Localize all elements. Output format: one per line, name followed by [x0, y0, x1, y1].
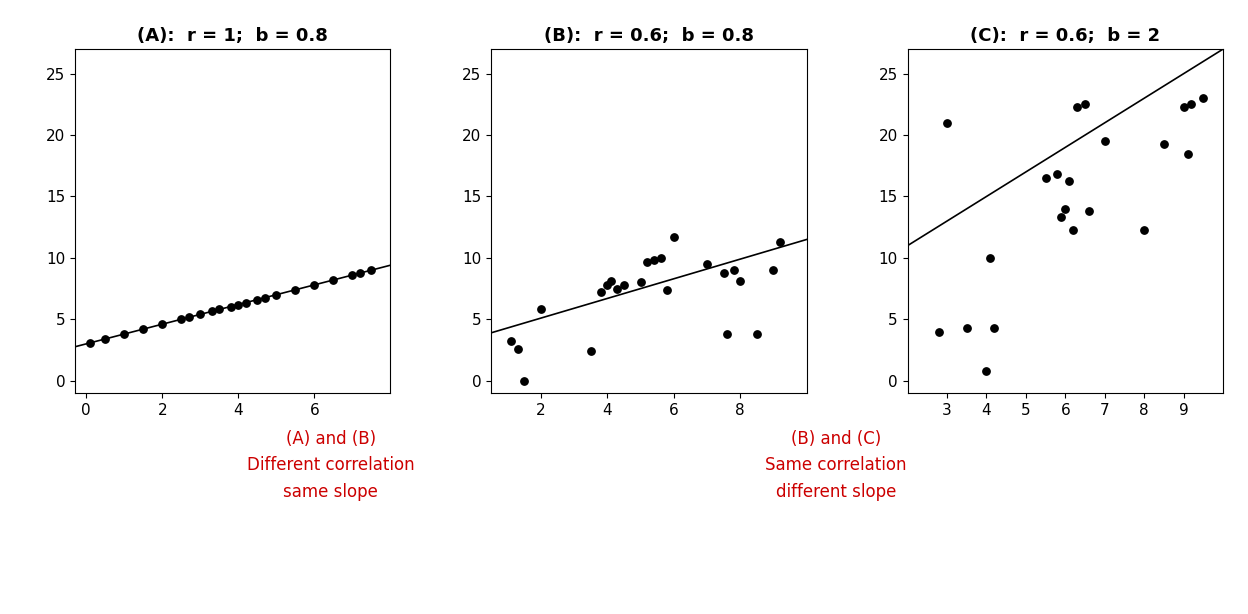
Point	[95, 334, 115, 344]
Point	[115, 329, 135, 339]
Point	[981, 253, 1001, 263]
Point	[730, 276, 750, 286]
Point	[1193, 93, 1213, 103]
Point	[514, 376, 534, 386]
Point	[221, 301, 241, 311]
Point	[349, 268, 369, 278]
Point	[598, 280, 618, 290]
Point	[718, 329, 738, 339]
Point	[1060, 176, 1080, 185]
Point	[600, 276, 620, 286]
Point	[508, 344, 528, 354]
Point	[247, 295, 267, 305]
Point	[255, 293, 275, 303]
Point	[580, 346, 600, 356]
Point	[1075, 99, 1094, 109]
Point	[1094, 136, 1114, 146]
Point	[532, 305, 552, 314]
Point	[1063, 225, 1083, 235]
Point	[658, 285, 678, 295]
Text: (B) and (C)
Same correlation
different slope: (B) and (C) Same correlation different s…	[765, 430, 907, 500]
Text: (A) and (B)
Different correlation
same slope: (A) and (B) Different correlation same s…	[247, 430, 414, 500]
Point	[1182, 99, 1202, 109]
Point	[134, 324, 154, 334]
Point	[664, 232, 684, 242]
Point	[614, 280, 634, 290]
Point	[1056, 204, 1076, 214]
Point	[362, 265, 382, 275]
Point	[724, 265, 744, 275]
Title: (A):  r = 1;  b = 0.8: (A): r = 1; b = 0.8	[137, 27, 328, 45]
Point	[698, 259, 718, 269]
Point	[190, 309, 210, 319]
Point	[1154, 139, 1174, 149]
Point	[502, 336, 522, 346]
Point	[323, 275, 343, 285]
Point	[930, 327, 950, 336]
Point	[1051, 212, 1071, 222]
Point	[1036, 173, 1056, 183]
Point	[985, 323, 1005, 333]
Point	[590, 287, 610, 297]
Point	[1067, 102, 1087, 112]
Point	[1047, 169, 1067, 179]
Point	[286, 285, 306, 295]
Point	[171, 314, 191, 324]
Point	[770, 237, 790, 247]
Point	[1080, 206, 1099, 216]
Point	[1178, 149, 1198, 158]
Point	[210, 305, 230, 314]
Point	[608, 284, 628, 293]
Point	[80, 338, 100, 348]
Point	[178, 313, 198, 322]
Point	[266, 290, 286, 300]
Point	[937, 118, 957, 128]
Title: (C):  r = 0.6;  b = 2: (C): r = 0.6; b = 2	[970, 27, 1161, 45]
Point	[342, 270, 362, 280]
Point	[650, 253, 670, 263]
Point	[746, 329, 766, 339]
Point	[1134, 225, 1154, 235]
Point	[644, 255, 664, 265]
Title: (B):  r = 0.6;  b = 0.8: (B): r = 0.6; b = 0.8	[544, 27, 754, 45]
Point	[764, 265, 784, 275]
Point	[1173, 102, 1193, 112]
Point	[202, 306, 222, 316]
Point	[228, 300, 248, 309]
Point	[152, 319, 172, 329]
Point	[305, 280, 324, 290]
Point	[630, 278, 650, 287]
Point	[957, 323, 977, 333]
Point	[236, 298, 256, 308]
Point	[976, 366, 996, 376]
Point	[714, 268, 734, 278]
Point	[638, 257, 658, 266]
